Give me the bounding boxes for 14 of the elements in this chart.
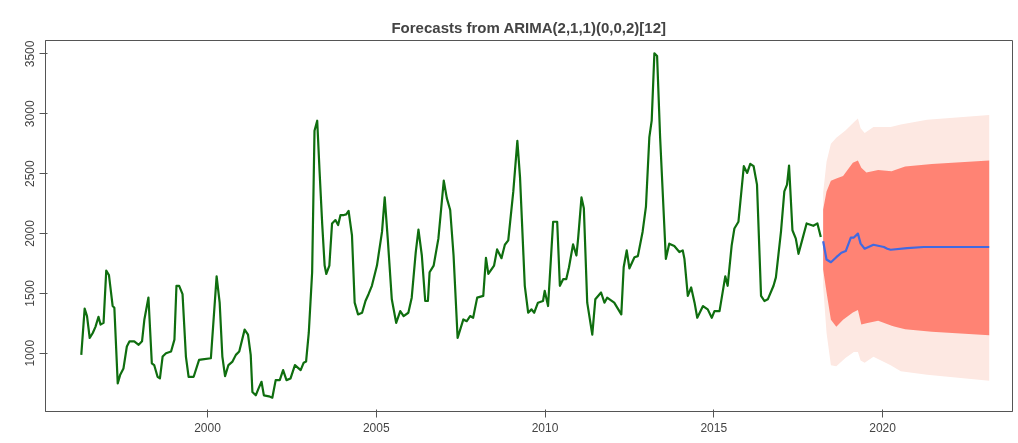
y-tick-label: 3000 xyxy=(23,100,38,128)
x-tick-label: 2020 xyxy=(869,420,897,435)
y-tick-label: 1000 xyxy=(23,339,38,367)
y-tick-label: 3500 xyxy=(23,40,38,68)
line-series xyxy=(822,232,991,264)
y-tick-label: 2500 xyxy=(23,159,38,187)
y-tick-label: 2000 xyxy=(23,219,38,247)
x-tick-label: 2010 xyxy=(531,420,559,435)
line-series xyxy=(80,52,822,399)
x-tick-label: 2000 xyxy=(194,420,222,435)
x-tick-label: 2015 xyxy=(700,420,728,435)
chart-title: Forecasts from ARIMA(2,1,1)(0,0,2)[12] xyxy=(391,18,666,36)
y-tick-label: 1500 xyxy=(23,279,38,307)
x-tick-label: 2005 xyxy=(362,420,390,435)
